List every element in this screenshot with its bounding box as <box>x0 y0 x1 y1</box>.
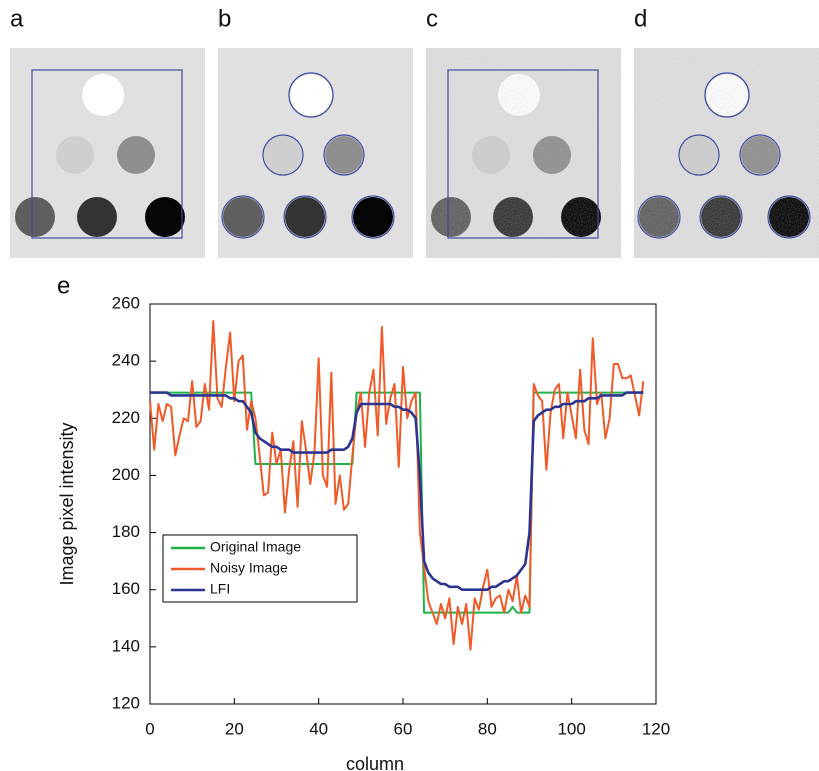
panel-label: b <box>218 5 231 32</box>
y-tick-label: 180 <box>112 522 140 541</box>
legend-label: LFI <box>210 581 230 597</box>
figure: a b c d e column Image pixel intensity 1… <box>0 0 819 771</box>
panel-label: e <box>57 272 70 299</box>
panel-label: c <box>426 5 438 32</box>
y-tick-label: 140 <box>112 636 140 655</box>
x-tick-label: 20 <box>225 719 244 738</box>
x-tick-label: 0 <box>145 719 154 738</box>
x-tick-label: 100 <box>557 719 585 738</box>
panel-c <box>426 48 621 258</box>
panel-a <box>10 48 205 258</box>
y-tick-label: 240 <box>112 351 140 370</box>
x-axis-title: column <box>346 754 404 771</box>
plot-area: 120 140 160 180 200 220 240 260 0 20 40 60 80 100 120 O… <box>112 293 671 738</box>
x-tick-label: 120 <box>642 719 670 738</box>
panel-label: d <box>634 5 647 32</box>
x-tick-label: 80 <box>478 719 497 738</box>
panel-label: a <box>10 5 24 32</box>
y-tick-label: 260 <box>112 293 140 312</box>
legend-label: Noisy Image <box>210 560 288 576</box>
panel-d <box>634 48 819 258</box>
x-tick-label: 60 <box>394 719 413 738</box>
x-tick-label: 40 <box>309 719 328 738</box>
panel-b <box>218 48 413 258</box>
legend-label: Original Image <box>210 539 301 555</box>
y-tick-label: 120 <box>112 693 140 712</box>
y-tick-label: 200 <box>112 465 140 484</box>
y-axis-title: Image pixel intensity <box>57 422 77 585</box>
y-tick-label: 220 <box>112 408 140 427</box>
y-tick-label: 160 <box>112 579 140 598</box>
